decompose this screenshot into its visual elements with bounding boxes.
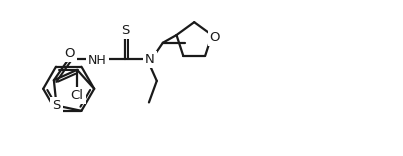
Text: N: N [145,53,155,66]
Text: O: O [64,47,75,60]
Text: S: S [122,24,130,37]
Text: S: S [52,99,61,112]
Text: O: O [210,32,220,44]
Text: Cl: Cl [71,89,84,102]
Text: NH: NH [88,54,107,67]
